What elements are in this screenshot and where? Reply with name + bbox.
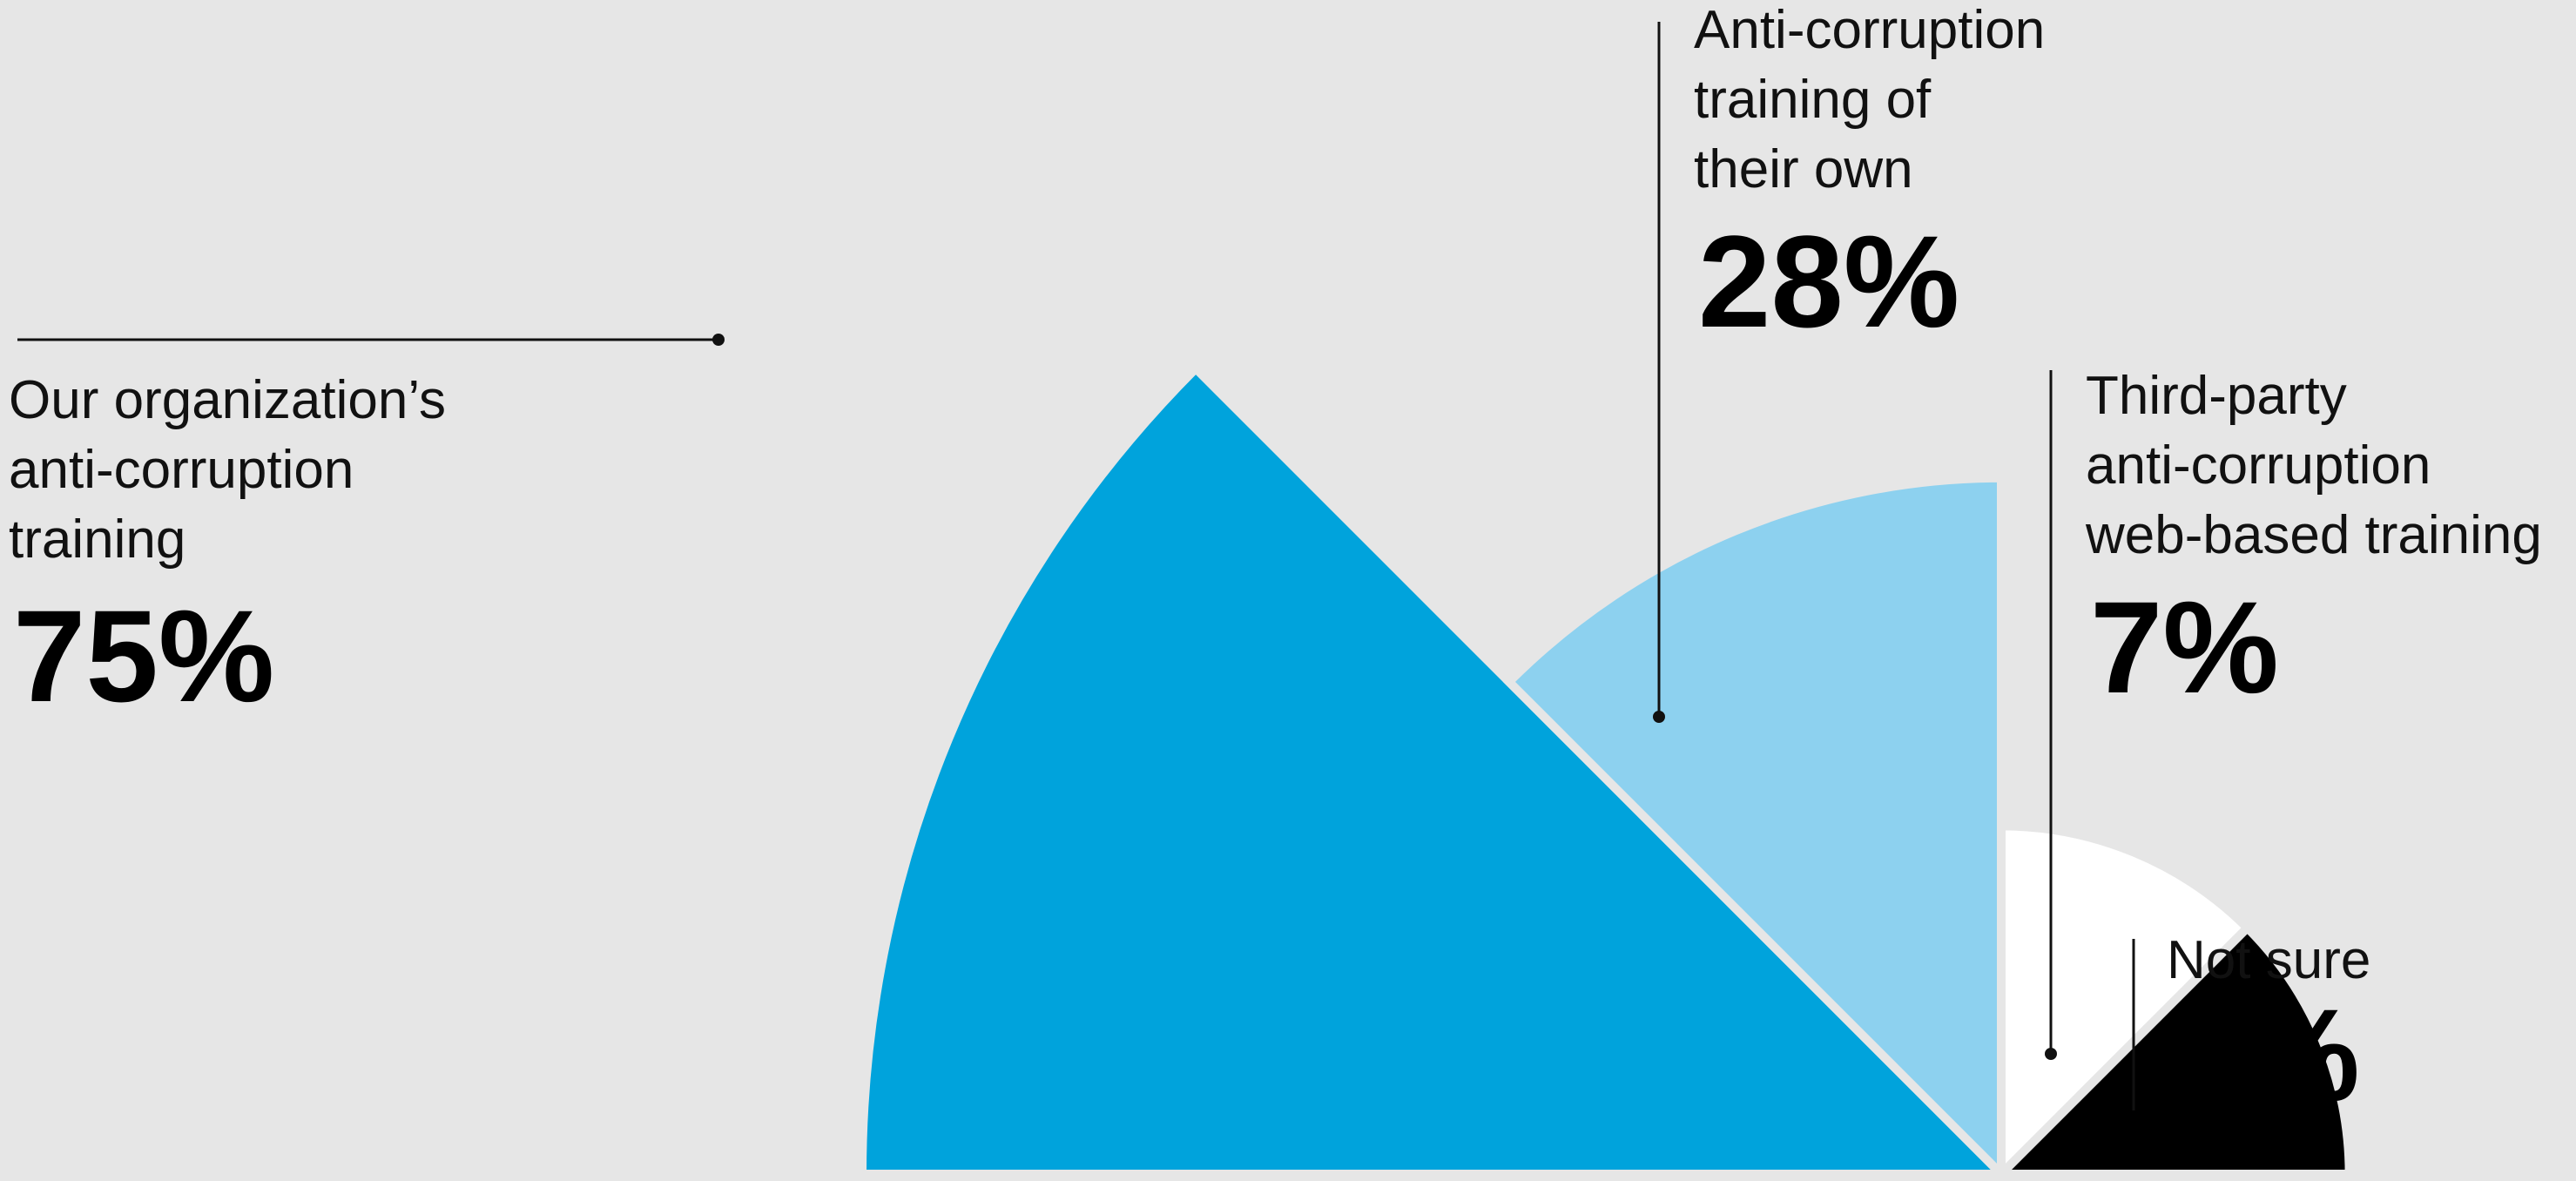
- percent-label-not-sure: 7%: [2171, 982, 2360, 1128]
- wedge-group: [857, 362, 2354, 1181]
- wedge-third-party: [1997, 821, 2254, 1181]
- wedge-our-organization: [857, 362, 2013, 1178]
- category-label-third-party: Third-party anti-corruption web-based trai…: [2085, 366, 2542, 565]
- leader-dot-third-party: [2045, 1048, 2057, 1060]
- category-label-line: their own: [1694, 139, 1913, 199]
- leader-line-group: [17, 22, 2135, 1110]
- percent-label-our-organization: 75%: [13, 583, 274, 729]
- category-label-line: Our organization’s: [9, 370, 446, 430]
- leader-dot-own-training: [1653, 711, 1665, 723]
- leader-dot-our-organization: [712, 334, 725, 346]
- label-group: Our organization’s anti-corruption trainin…: [9, 0, 2542, 1128]
- category-label-not-sure: Not sure: [2167, 930, 2370, 990]
- category-label-line: Third-party: [2086, 366, 2347, 426]
- category-label-line: anti-corruption: [9, 440, 354, 500]
- category-label-line: web-based training: [2085, 505, 2542, 565]
- category-label-line: training of: [1694, 70, 1932, 130]
- category-label-own-training: Anti-corruption training of their own: [1694, 0, 2045, 199]
- category-label-line: anti-corruption: [2086, 435, 2431, 496]
- category-label-our-organization: Our organization’s anti-corruption trainin…: [9, 370, 446, 570]
- percent-label-third-party: 7%: [2090, 574, 2279, 720]
- category-label-line: training: [9, 510, 185, 570]
- wedge-own-training: [1502, 473, 2006, 1181]
- category-label-line: Anti-corruption: [1694, 0, 2045, 60]
- wedge-not-sure: [1990, 921, 2354, 1178]
- percent-label-own-training: 28%: [1698, 208, 1959, 354]
- category-label-line: Not sure: [2167, 930, 2370, 990]
